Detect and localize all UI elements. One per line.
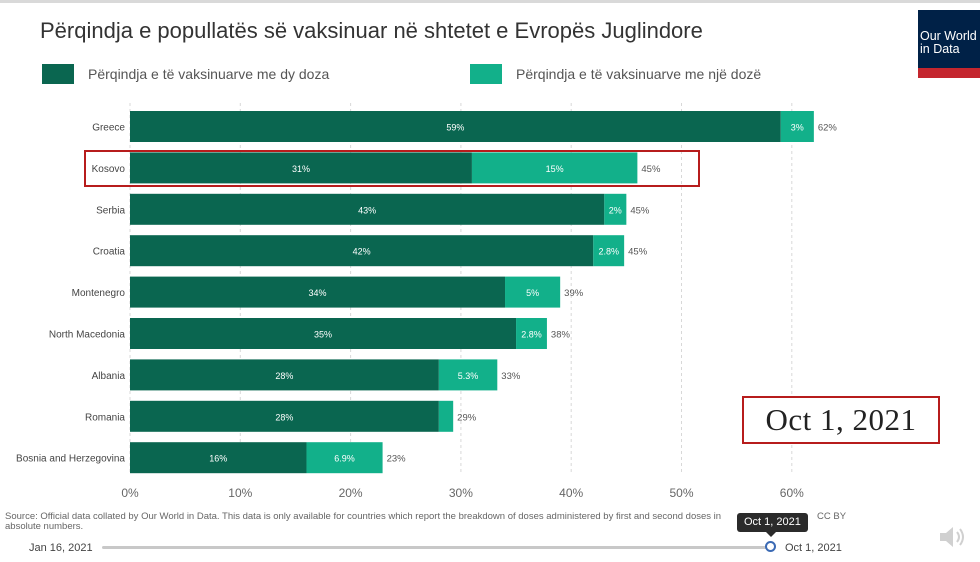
bar-value-label: 2.8% (598, 247, 619, 257)
bar-total-label: 33% (501, 371, 521, 382)
timeline-track[interactable] (102, 546, 770, 549)
bar-value-label: 42% (353, 247, 371, 257)
category-label: Serbia (96, 205, 125, 216)
bar-segment-two-doses (130, 318, 517, 349)
bar-value-label: 35% (314, 330, 332, 340)
bar-total-label: 23% (387, 454, 407, 465)
bar-value-label: 43% (358, 205, 376, 215)
bar-segment-one-dose (471, 152, 638, 184)
timeline-end-label: Oct 1, 2021 (785, 542, 842, 554)
bar-segment-one-dose (438, 400, 454, 432)
x-tick-label: 30% (449, 486, 473, 500)
bar-segment-one-dose (604, 193, 627, 225)
bar-chart: 0% 10% 20% 30% 40% 50% 60% Greece 59% 3% 62% Kosovo… (16, 103, 838, 500)
bar-segment-one-dose (505, 276, 561, 308)
bar-value-label: 15% (546, 164, 564, 174)
timeline-tooltip-arrow (766, 532, 776, 537)
bar-segment-one-dose (438, 359, 498, 391)
license-note[interactable]: CC BY (817, 511, 847, 522)
bar-value-label: 28% (275, 412, 293, 422)
bar-total-label: 39% (564, 288, 584, 299)
bar-segment-two-doses (130, 193, 605, 225)
bar-value-label: 16% (209, 454, 227, 464)
bar-segment-two-doses (130, 359, 439, 391)
bar-segment-one-dose (516, 318, 547, 349)
bar-total-label: 45% (641, 164, 661, 175)
bar-segment-two-doses (130, 235, 594, 267)
x-tick-label: 10% (228, 486, 252, 500)
x-tick-label: 20% (339, 486, 363, 500)
category-label: North Macedonia (49, 330, 126, 341)
chart-title: Përqindja e popullatës së vaksinuar në s… (40, 18, 703, 43)
bar-value-label: 6.9% (334, 454, 355, 464)
category-label: Montenegro (72, 288, 126, 299)
top-divider (0, 0, 980, 3)
timeline-start-label: Jan 16, 2021 (29, 542, 93, 554)
legend-swatch-two-doses (42, 64, 74, 84)
legend-one-dose[interactable]: Përqindja e të vaksinuarve me një dozë (470, 64, 761, 84)
category-label: Kosovo (92, 164, 126, 175)
bar-value-label: 5% (526, 288, 539, 298)
x-tick-label: 40% (559, 486, 583, 500)
speaker-icon[interactable] (936, 522, 970, 552)
bar-value-label: 34% (309, 288, 327, 298)
category-label: Romania (85, 412, 125, 423)
timeline-handle[interactable] (765, 541, 776, 552)
bar-segment-one-dose (593, 235, 625, 267)
bar-segment-one-dose (780, 111, 814, 142)
legend-swatch-one-dose (470, 64, 502, 84)
bar-segment-two-doses (130, 442, 307, 474)
x-tick-label: 0% (121, 486, 139, 500)
bar-total-label: 29% (457, 412, 477, 423)
bar-segment-one-dose (306, 442, 383, 474)
category-label: Greece (92, 123, 125, 134)
bar-value-label: 5.3% (458, 371, 479, 381)
bar-segment-two-doses (130, 152, 472, 184)
bar-segment-two-doses (130, 400, 439, 432)
bar-value-label: 28% (275, 371, 293, 381)
bar-segment-two-doses (130, 276, 506, 308)
bar-value-label: 31% (292, 164, 310, 174)
legend-label-two-doses: Përqindja e të vaksinuarve me dy doza (88, 66, 330, 82)
x-tick-label: 50% (669, 486, 693, 500)
bar-value-label: 59% (446, 123, 464, 133)
bar-value-label: 2.8% (521, 330, 542, 340)
legend-two-doses[interactable]: Përqindja e të vaksinuarve me dy doza (42, 64, 329, 84)
bar-value-label: 2% (609, 205, 622, 215)
category-label: Albania (92, 371, 126, 382)
category-label: Bosnia and Herzegovina (16, 454, 125, 465)
kosovo-highlight-box (84, 150, 700, 187)
bar-segment-two-doses (130, 111, 781, 142)
bar-total-label: 45% (630, 205, 650, 216)
bar-value-label: 3% (791, 123, 804, 133)
source-note: Source: Official data collated by Our Wo… (5, 511, 722, 532)
category-label: Croatia (93, 247, 126, 258)
date-annotation: Oct 1, 2021 (742, 396, 940, 444)
bar-total-label: 62% (818, 123, 838, 134)
legend-label-one-dose: Përqindja e të vaksinuarve me një dozë (516, 66, 762, 82)
owid-logo[interactable]: Our World in Data (918, 10, 980, 78)
x-tick-label: 60% (780, 486, 804, 500)
bar-total-label: 38% (551, 330, 571, 341)
bar-total-label: 45% (628, 247, 648, 258)
timeline-tooltip: Oct 1, 2021 (737, 513, 808, 532)
